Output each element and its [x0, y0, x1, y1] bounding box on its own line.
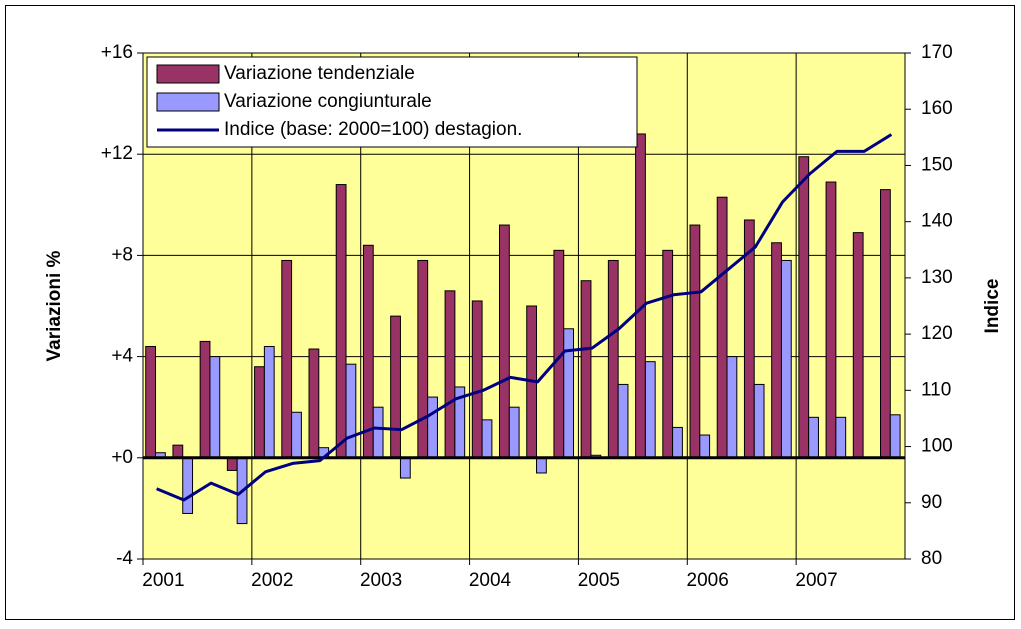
y2-tick-label: 80	[921, 548, 942, 569]
bar	[835, 416, 847, 459]
bar	[672, 426, 683, 459]
x-tick-label: 2003	[360, 570, 402, 591]
bar	[226, 457, 238, 471]
bar	[308, 348, 320, 459]
x-tick-label: 2006	[687, 570, 729, 591]
bar	[808, 416, 819, 459]
bar	[372, 406, 384, 459]
bar	[481, 419, 493, 459]
bar	[716, 196, 728, 459]
bar	[417, 259, 429, 459]
x-tick-label: 2005	[578, 570, 620, 591]
x-tick-label: 2002	[251, 570, 293, 591]
y2-tick-label: 100	[921, 436, 953, 457]
bar	[852, 232, 864, 459]
bar	[580, 280, 592, 459]
legend-box	[146, 56, 638, 148]
bar	[880, 189, 891, 459]
y2-tick-label: 130	[921, 267, 953, 288]
bar	[825, 181, 837, 459]
bar	[182, 457, 194, 514]
bar	[444, 290, 456, 459]
legend-label: Variazione congiunturale	[224, 91, 432, 112]
bar	[798, 156, 810, 459]
y2-tick-label: 150	[921, 154, 953, 175]
legend-label: Indice (base: 2000=100) destagion.	[224, 119, 522, 140]
y-tick-label: +0	[111, 447, 133, 468]
y2-tick-label: 120	[921, 323, 953, 344]
bar	[617, 383, 629, 459]
y-tick-label: -4	[116, 548, 133, 569]
bar	[145, 345, 157, 459]
bar	[335, 184, 347, 459]
x-tick-label: 2001	[142, 570, 184, 591]
bar	[644, 361, 656, 459]
bar	[199, 340, 211, 459]
bar	[689, 224, 701, 459]
bar	[662, 249, 674, 459]
y-tick-label: +16	[101, 42, 133, 63]
bar	[172, 444, 184, 459]
y2-tick-label: 160	[921, 98, 953, 119]
bar	[399, 457, 411, 479]
y-axis-title: Variazioni %	[44, 250, 65, 361]
bar	[699, 434, 711, 459]
y2-tick-label: 110	[921, 379, 951, 400]
bar	[726, 356, 738, 459]
y2-tick-label: 140	[921, 211, 953, 232]
plot-border	[142, 52, 906, 560]
bar	[771, 242, 782, 459]
bar	[563, 328, 575, 459]
bar	[254, 366, 265, 459]
bar	[889, 414, 901, 459]
y-tick-label: +8	[111, 244, 133, 265]
x-tick-label: 2004	[469, 570, 512, 591]
bar	[607, 259, 619, 459]
x-tick-label: 2007	[795, 570, 837, 591]
bar	[345, 363, 357, 459]
y2-tick-label: 170	[921, 42, 953, 63]
bar	[263, 345, 275, 459]
y-tick-label: +12	[101, 143, 133, 164]
bar	[536, 457, 547, 474]
bar	[780, 259, 792, 459]
bar	[499, 224, 510, 459]
legend-swatch	[156, 64, 220, 84]
bar	[471, 300, 483, 459]
legend-label: Variazione tendenziale	[224, 63, 415, 84]
legend-swatch	[156, 92, 220, 112]
bar	[508, 406, 520, 459]
bar	[635, 133, 646, 459]
bar	[281, 259, 293, 459]
bar	[291, 411, 302, 459]
bar	[753, 383, 765, 459]
bar	[427, 396, 438, 459]
y-tick-label: +4	[111, 346, 133, 367]
bar	[209, 356, 221, 459]
line-series	[156, 133, 893, 502]
y2-axis-title: Indice	[982, 279, 1003, 334]
bar	[362, 244, 374, 459]
y2-tick-label: 90	[921, 492, 942, 513]
bar	[390, 315, 401, 459]
